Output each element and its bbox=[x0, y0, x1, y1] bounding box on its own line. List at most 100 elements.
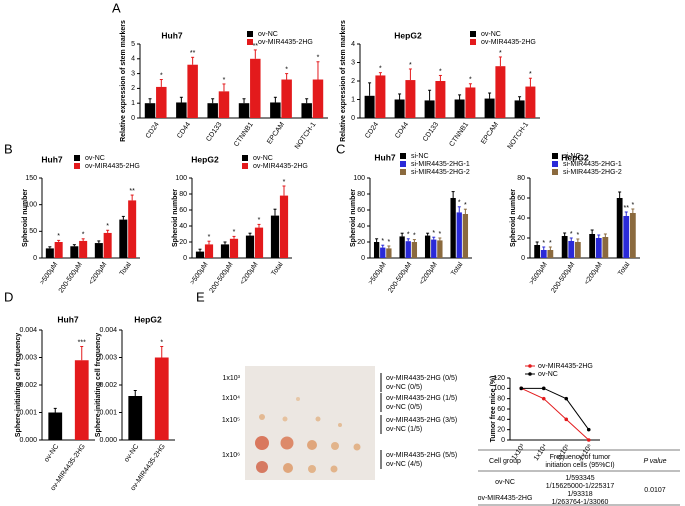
significance: * bbox=[432, 230, 435, 237]
bar bbox=[495, 66, 506, 118]
x-tick-label: NOTCH-1 bbox=[294, 121, 318, 151]
x-tick-label: >500μM bbox=[39, 261, 60, 286]
y-tick-label: 100 bbox=[493, 385, 505, 392]
y-axis-label: Sphere-initiating cell frequency bbox=[95, 333, 102, 437]
significance: ** bbox=[253, 43, 259, 50]
bar bbox=[187, 64, 198, 118]
chart-title: HepG2 bbox=[394, 30, 422, 40]
y-tick-label: 4 bbox=[351, 41, 355, 48]
y-tick-label: 80 bbox=[517, 175, 525, 182]
significance: * bbox=[379, 66, 382, 73]
y-tick-label: 80 bbox=[179, 191, 187, 198]
tumor bbox=[330, 465, 338, 473]
legend-label: ov-NC bbox=[85, 155, 105, 162]
bar bbox=[405, 241, 411, 258]
x-tick-label: Total bbox=[617, 261, 631, 277]
point bbox=[564, 396, 569, 401]
bar bbox=[629, 213, 636, 258]
significance: *** bbox=[78, 339, 86, 346]
legend-marker bbox=[528, 364, 532, 368]
legend-label: ov-MIR4435-2HG bbox=[258, 39, 313, 46]
y-tick-label: 100 bbox=[353, 175, 365, 182]
bar bbox=[568, 241, 575, 258]
y-tick-label: 100 bbox=[175, 175, 187, 182]
legend-swatch bbox=[74, 163, 80, 169]
bar bbox=[238, 103, 250, 118]
legend-swatch bbox=[470, 31, 476, 37]
chart-title: Huh7 bbox=[374, 152, 396, 162]
significance: * bbox=[570, 231, 573, 238]
dose-label: 1x10⁵ bbox=[222, 417, 240, 424]
dose-label: 1x10⁶ bbox=[222, 452, 240, 459]
chart-title: Huh7 bbox=[57, 314, 79, 324]
significance: ** bbox=[624, 205, 630, 212]
legend-label: ov-NC bbox=[258, 31, 278, 38]
tumor bbox=[353, 443, 361, 451]
table-header: Frequency of tumor bbox=[550, 454, 611, 461]
y-tick-label: 0 bbox=[521, 255, 525, 262]
bar bbox=[616, 198, 623, 258]
x-tick-label: Total bbox=[270, 261, 284, 277]
x-tick-label: CD44 bbox=[176, 121, 192, 140]
bar bbox=[431, 239, 437, 258]
bar bbox=[176, 102, 187, 118]
significance: * bbox=[317, 55, 320, 62]
bar bbox=[399, 236, 405, 258]
y-tick-label: 3 bbox=[351, 59, 355, 66]
y-tick-label: 0.000 bbox=[99, 437, 117, 444]
legend-label: ov-NC bbox=[253, 155, 273, 162]
bar bbox=[462, 214, 469, 258]
y-tick-label: 1 bbox=[131, 100, 135, 107]
x-tick-label: <200μM bbox=[239, 261, 260, 286]
dose-label: 1x10³ bbox=[222, 375, 240, 382]
chart-title: HepG2 bbox=[561, 152, 589, 162]
legend-label: si-MIR4435-2HG-1 bbox=[411, 161, 470, 168]
bar bbox=[270, 215, 280, 258]
bar bbox=[128, 396, 143, 440]
legend-swatch bbox=[470, 39, 476, 45]
bar bbox=[405, 80, 416, 118]
significance: * bbox=[439, 68, 442, 75]
bar bbox=[156, 86, 167, 118]
bar bbox=[435, 81, 446, 118]
table-cell: 1/593345 bbox=[565, 475, 594, 482]
y-tick-label: 0.001 bbox=[99, 409, 117, 416]
y-tick-label: 150 bbox=[25, 175, 37, 182]
bar bbox=[254, 227, 264, 258]
bar bbox=[602, 237, 609, 258]
y-axis-label: Tumor free mice (%) bbox=[490, 376, 497, 443]
table-header: Cell group bbox=[489, 458, 521, 465]
bar bbox=[534, 245, 541, 258]
bar bbox=[119, 219, 128, 258]
y-tick-label: 60 bbox=[179, 207, 187, 214]
y-tick-label: 0.000 bbox=[19, 437, 37, 444]
point bbox=[541, 396, 546, 401]
y-tick-label: 40 bbox=[517, 215, 525, 222]
y-tick-label: 20 bbox=[179, 239, 187, 246]
panel-label: C bbox=[336, 141, 345, 156]
x-tick-label: 200-500μM bbox=[550, 261, 576, 294]
bar bbox=[195, 251, 205, 258]
significance: * bbox=[283, 179, 286, 186]
panel-label: A bbox=[112, 0, 121, 15]
legend-swatch bbox=[74, 155, 80, 161]
legend-swatch bbox=[242, 155, 248, 161]
bar bbox=[540, 250, 547, 258]
bar bbox=[154, 357, 169, 440]
tumor-photo bbox=[245, 366, 375, 480]
series-line bbox=[521, 387, 590, 430]
group-label: ov-NC (4/5) bbox=[386, 461, 422, 468]
bar bbox=[54, 242, 63, 258]
tumor bbox=[308, 465, 316, 473]
bar bbox=[301, 103, 312, 118]
legend-label: ov-MIR4435-2HG bbox=[538, 363, 593, 370]
significance: * bbox=[285, 66, 288, 73]
point bbox=[586, 438, 591, 442]
significance: * bbox=[208, 234, 211, 241]
y-axis-label: Relative expression of stem markers bbox=[120, 20, 127, 142]
bar bbox=[380, 247, 386, 258]
panel-label: D bbox=[4, 289, 13, 304]
y-tick-label: 0 bbox=[33, 255, 37, 262]
bar bbox=[424, 100, 435, 118]
point bbox=[541, 386, 546, 391]
